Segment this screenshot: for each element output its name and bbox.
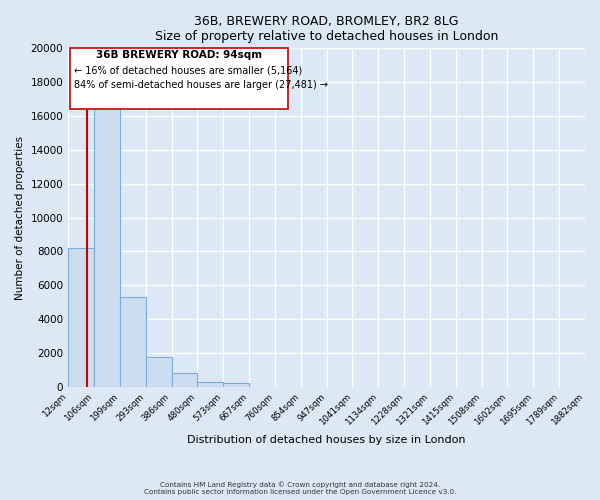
Title: 36B, BREWERY ROAD, BROMLEY, BR2 8LG
Size of property relative to detached houses: 36B, BREWERY ROAD, BROMLEY, BR2 8LG Size…: [155, 15, 498, 43]
Text: Contains HM Land Registry data © Crown copyright and database right 2024.
Contai: Contains HM Land Registry data © Crown c…: [144, 482, 456, 495]
FancyBboxPatch shape: [70, 48, 288, 110]
Y-axis label: Number of detached properties: Number of detached properties: [15, 136, 25, 300]
Text: ← 16% of detached houses are smaller (5,164): ← 16% of detached houses are smaller (5,…: [74, 66, 302, 76]
Text: 36B BREWERY ROAD: 94sqm: 36B BREWERY ROAD: 94sqm: [96, 50, 262, 60]
Bar: [146, 358, 172, 387]
Bar: [120, 297, 146, 387]
Bar: [94, 108, 120, 387]
Bar: [68, 248, 94, 387]
Text: 84% of semi-detached houses are larger (27,481) →: 84% of semi-detached houses are larger (…: [74, 80, 328, 90]
Bar: [172, 374, 197, 387]
X-axis label: Distribution of detached houses by size in London: Distribution of detached houses by size …: [187, 435, 466, 445]
Bar: [223, 382, 249, 387]
Bar: [197, 382, 223, 387]
